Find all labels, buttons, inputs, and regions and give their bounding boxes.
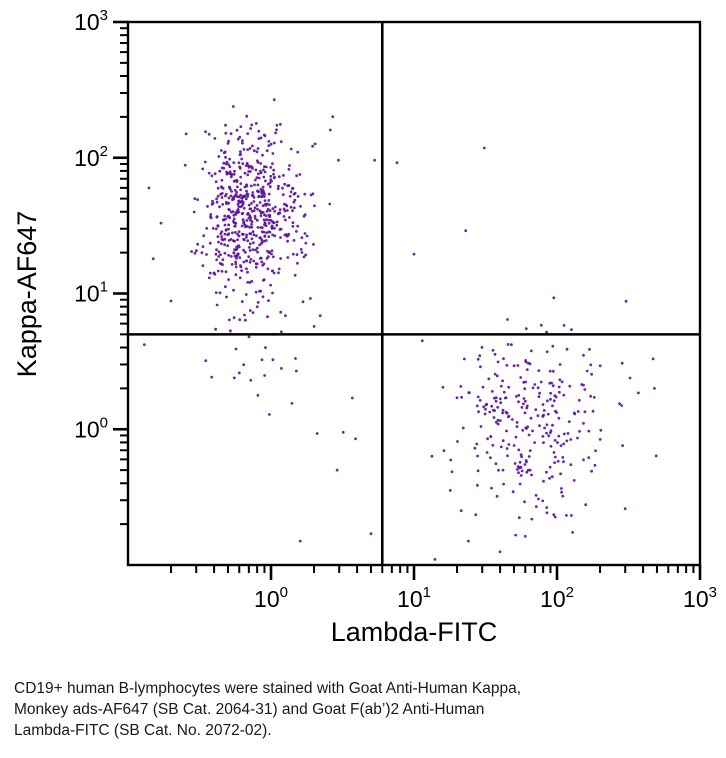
svg-text:100: 100 (74, 414, 108, 442)
figure-caption: CD19+ human B-lymphocytes were stained w… (14, 678, 714, 741)
svg-text:101: 101 (74, 279, 108, 307)
axis-tick-labels: 100 101 102 103 100 101 102 103 (74, 7, 717, 612)
data-points (142, 98, 658, 561)
y-axis-label: Kappa-AF647 (12, 211, 42, 378)
svg-text:103: 103 (74, 7, 108, 35)
caption-line-3: Lambda-FITC (SB Cat. No. 2072-02). (14, 722, 272, 739)
svg-text:103: 103 (683, 584, 717, 612)
svg-text:102: 102 (74, 143, 108, 171)
plot-border (126, 20, 702, 567)
caption-line-2: Monkey ads-AF647 (SB Cat. 2064-31) and G… (14, 701, 485, 718)
scatter-plot-svg: 100 101 102 103 100 101 102 103 Lambda-FITC Kap… (12, 7, 717, 647)
svg-text:102: 102 (540, 584, 574, 612)
svg-text:101: 101 (397, 584, 431, 612)
quadrant-gate-lines (128, 22, 700, 565)
svg-text:100: 100 (254, 584, 288, 612)
axis-ticks (113, 20, 702, 580)
caption-line-1: CD19+ human B-lymphocytes were stained w… (14, 680, 522, 697)
x-axis-label: Lambda-FITC (331, 617, 498, 647)
scatter-plot: 100 101 102 103 100 101 102 103 Lambda-FITC Kap… (12, 7, 717, 647)
